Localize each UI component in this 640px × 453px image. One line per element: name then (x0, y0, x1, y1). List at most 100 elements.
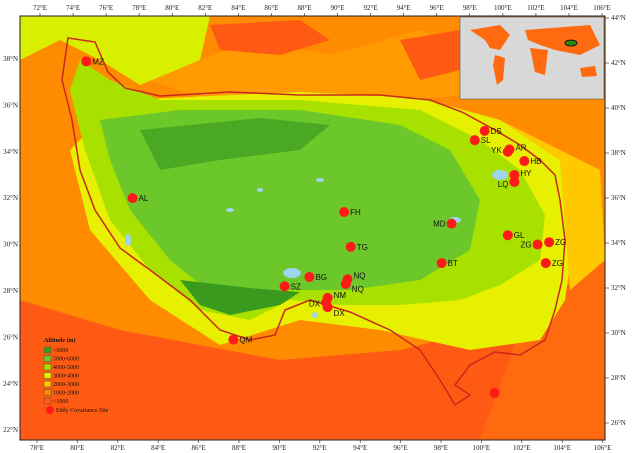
lon-tick-label-top: 72°E (33, 4, 47, 12)
tarim-basin (150, 30, 470, 100)
site-label: BT (448, 259, 458, 268)
eddy-covariance-site-marker[interactable] (489, 387, 500, 398)
site-label: AL (139, 194, 149, 203)
lon-tick-label-top: 104°E (560, 4, 578, 12)
lake (316, 178, 324, 182)
inset-land-africa (530, 48, 548, 75)
legend-title: Altitude (m) (44, 337, 76, 344)
basin-low-north (210, 20, 330, 55)
lon-tick-label-top: 90°E (331, 4, 345, 12)
lon-tick-label-bottom: 84°E (151, 444, 165, 452)
inset-land-north-america (470, 25, 510, 50)
lowland-southeast (480, 250, 605, 440)
site-label: DS (491, 127, 502, 136)
lake (283, 268, 301, 278)
eddy-covariance-site-marker[interactable] (532, 239, 543, 250)
inset-land-eurasia (525, 25, 600, 55)
eddy-covariance-site-marker[interactable] (127, 193, 138, 204)
eddy-covariance-site-marker[interactable] (322, 302, 333, 313)
eddy-covariance-site-marker[interactable] (540, 258, 551, 269)
lat-tick-label-left: 34°N (3, 148, 18, 156)
lon-tick-label-bottom: 94°E (353, 444, 367, 452)
eddy-covariance-site-marker[interactable] (436, 258, 447, 269)
eddy-covariance-site-marker[interactable] (504, 144, 515, 155)
lat-tick-label-left: 26°N (3, 333, 18, 341)
site-label: NQ (352, 285, 364, 294)
eddy-covariance-site-marker[interactable] (502, 230, 513, 241)
eddy-covariance-site-marker[interactable] (304, 271, 315, 282)
site-label: ZG (555, 238, 566, 247)
lon-tick-label-top: 74°E (66, 4, 80, 12)
lat-tick-label-right: 28°N (611, 374, 626, 382)
lat-tick-label-right: 32°N (611, 284, 626, 292)
lon-tick-label-bottom: 106°E (594, 444, 612, 452)
lon-tick-label-bottom: 102°E (513, 444, 531, 452)
inset-land-australia (580, 66, 597, 77)
eddy-covariance-site-marker[interactable] (339, 207, 350, 218)
eddy-covariance-site-marker[interactable] (469, 135, 480, 146)
himalaya-high (180, 280, 300, 315)
basin-low-east (400, 30, 460, 80)
legend-site-label: Eddy Covariance Site (56, 408, 109, 414)
lat-tick-label-right: 38°N (611, 149, 626, 157)
plateau-boundary (61, 37, 566, 407)
lon-tick-label-bottom: 92°E (313, 444, 327, 452)
legend-item-label: <1000 (53, 399, 68, 405)
lat-tick-label-right: 34°N (611, 239, 626, 247)
eddy-covariance-site-marker[interactable] (509, 169, 520, 180)
lake (312, 312, 318, 318)
eddy-covariance-site-marker[interactable] (446, 218, 457, 229)
lon-tick-label-bottom: 86°E (192, 444, 206, 452)
site-label: BG (315, 273, 327, 282)
legend-item-label: 4000-5000 (53, 365, 79, 371)
lat-tick-label-right: 42°N (611, 59, 626, 67)
eddy-covariance-site-marker[interactable] (345, 241, 356, 252)
lat-tick-label-left: 22°N (3, 426, 18, 434)
site-label: ZG (552, 259, 563, 268)
site-label: NQ (353, 271, 365, 280)
site-label: NM (334, 291, 347, 300)
eddy-covariance-site-marker[interactable] (544, 237, 555, 248)
world-inset-map (459, 16, 605, 100)
lat-tick-label-left: 32°N (3, 194, 18, 202)
terrain-layer (20, 16, 605, 440)
eddy-covariance-site-marker[interactable] (519, 156, 530, 167)
site-label: SL (481, 136, 491, 145)
legend-item-label: >6000 (53, 348, 68, 354)
site-label: QM (239, 336, 252, 345)
legend-item-label: 2000-3000 (53, 382, 79, 388)
lon-tick-label-bottom: 82°E (111, 444, 125, 452)
lat-tick-label-right: 36°N (611, 194, 626, 202)
lat-tick-label-left: 28°N (3, 287, 18, 295)
site-label: YK (491, 146, 502, 155)
site-label: FH (350, 208, 361, 217)
lon-tick-label-bottom: 96°E (394, 444, 408, 452)
lat-tick-label-left: 24°N (3, 380, 18, 388)
lon-tick-label-top: 92°E (364, 4, 378, 12)
east-slope (500, 120, 605, 290)
legend-swatch (43, 363, 52, 371)
lake (226, 208, 234, 212)
eddy-covariance-site-marker[interactable] (279, 281, 290, 292)
legend-swatch (43, 372, 52, 379)
legend-site-marker (46, 406, 54, 414)
pamir-highland (20, 16, 210, 85)
lon-tick-label-bottom: 90°E (272, 444, 286, 452)
eddy-covariance-site-marker[interactable] (340, 278, 351, 289)
eddy-covariance-site-marker[interactable] (81, 56, 92, 67)
lowland-south-edge (20, 395, 470, 440)
lon-tick-label-top: 102°E (527, 4, 545, 12)
eddy-covariance-site-marker[interactable] (479, 125, 490, 136)
lon-tick-label-top: 98°E (463, 4, 477, 12)
lon-tick-label-bottom: 98°E (434, 444, 448, 452)
lon-tick-label-top: 86°E (264, 4, 278, 12)
axis-ticks: 72°E 74°E 76°E 78°E 80°E 82°E 84°E 86°E 88°E 90°E… (3, 4, 626, 452)
lat-tick-label-left: 38°N (3, 55, 18, 63)
eddy-covariance-site-marker[interactable] (509, 176, 520, 187)
site-label: MZ (92, 57, 104, 66)
eddy-covariance-site-marker[interactable] (228, 334, 239, 345)
lon-tick-label-top: 100°E (494, 4, 512, 12)
lon-tick-label-top: 76°E (99, 4, 113, 12)
